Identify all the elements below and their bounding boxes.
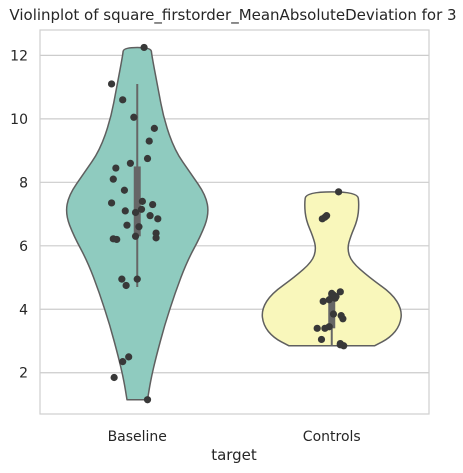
chart-title: Violinplot of square_firstorder_MeanAbso…	[9, 6, 456, 25]
data-point	[107, 199, 116, 207]
iqr-box-controls	[328, 293, 336, 329]
data-point	[131, 208, 140, 217]
data-point	[336, 288, 344, 296]
data-point	[321, 324, 329, 332]
data-point	[138, 197, 146, 205]
data-point	[107, 80, 116, 88]
y-tick-label: 12	[10, 48, 28, 64]
data-point	[317, 335, 326, 344]
data-point	[133, 275, 141, 283]
data-point	[146, 212, 154, 220]
data-point	[143, 154, 152, 163]
data-point	[113, 235, 121, 244]
data-point	[339, 315, 347, 323]
data-point	[123, 221, 131, 229]
y-tick-label: 10	[10, 112, 28, 128]
y-tick-label: 6	[19, 239, 28, 255]
y-tick-label: 4	[19, 302, 28, 318]
data-point	[110, 373, 118, 382]
data-point	[154, 215, 162, 223]
data-point	[135, 223, 143, 231]
iqr-box-baseline	[133, 166, 141, 237]
data-point	[140, 43, 148, 52]
data-point	[329, 310, 338, 318]
data-point	[334, 188, 343, 196]
data-point	[149, 200, 157, 209]
y-tick-label: 8	[19, 175, 28, 191]
data-point	[131, 232, 140, 240]
data-point	[325, 296, 333, 304]
data-point	[109, 175, 117, 183]
data-point	[112, 164, 120, 172]
data-point	[340, 342, 348, 350]
data-point	[137, 205, 146, 213]
data-point	[120, 186, 129, 194]
data-point	[130, 113, 138, 121]
violin-controls	[261, 191, 402, 347]
data-point	[150, 124, 158, 132]
axis-layer: 2 4 6 8 10 12 Baseline Controls	[10, 29, 430, 445]
data-point	[119, 358, 127, 366]
data-point	[121, 207, 129, 215]
data-point	[122, 281, 130, 290]
data-point	[319, 297, 327, 305]
data-point	[313, 324, 321, 332]
data-point	[119, 96, 127, 104]
plot-frame	[39, 29, 430, 415]
data-point	[143, 396, 152, 404]
data-point	[118, 275, 126, 283]
violin-layer	[65, 46, 402, 401]
x-axis-label: target	[211, 446, 257, 464]
data-point	[331, 294, 339, 302]
x-tick-label: Controls	[303, 429, 361, 445]
data-point	[318, 215, 326, 223]
y-tick-label: 2	[19, 366, 28, 382]
data-point	[125, 353, 133, 361]
data-point	[152, 234, 160, 242]
data-point	[126, 159, 135, 167]
x-tick-label: Baseline	[108, 429, 167, 445]
point-layer	[107, 43, 348, 404]
data-point	[145, 137, 153, 145]
